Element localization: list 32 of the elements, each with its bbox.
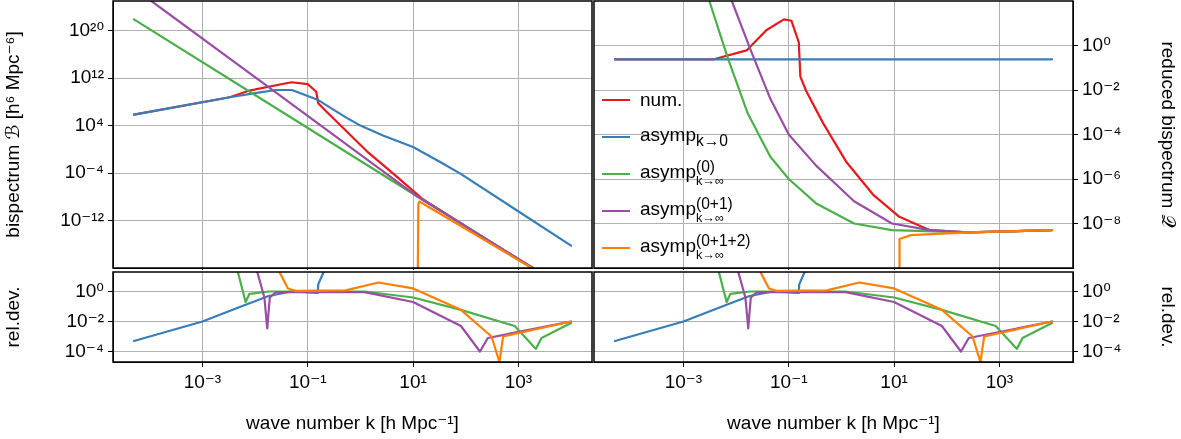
x-tick-label: 10³ <box>985 370 1014 392</box>
y-tick-label: 10⁻² <box>66 309 104 331</box>
legend-label: num. <box>640 88 683 111</box>
legend-label: asymp$_{k→0}$ <box>640 123 728 150</box>
y-axis-title: bispectrum ℬ [h⁶ Mpc⁻⁶] <box>1 31 23 238</box>
y-tick-label: 10⁰ <box>1082 33 1111 55</box>
y-axis-title: rel.dev. <box>1 286 23 348</box>
y-tick-label: 10⁻² <box>1082 309 1120 331</box>
x-tick-label: 10⁻³ <box>664 370 703 392</box>
y-tick-label: 10⁰ <box>75 279 104 301</box>
x-tick-label: 10⁻¹ <box>770 370 808 392</box>
y-tick-label: 10⁻⁴ <box>64 161 104 183</box>
y-tick-label: 10²⁰ <box>68 18 104 40</box>
y-tick-label: 10⁻¹² <box>60 208 104 230</box>
x-axis-title: wave number k [h Mpc⁻¹] <box>726 411 940 433</box>
x-tick-label: 10⁻³ <box>183 370 222 392</box>
x-tick-label: 10⁻¹ <box>289 370 327 392</box>
y-tick-label: 10⁻⁴ <box>1082 122 1122 144</box>
y-tick-label: 10⁴ <box>74 113 104 135</box>
x-tick-label: 10¹ <box>399 370 427 392</box>
y-tick-label: 10⁻⁸ <box>1082 211 1122 233</box>
y-tick-label: 10⁻⁴ <box>64 339 104 361</box>
x-tick-label: 10¹ <box>880 370 908 392</box>
y-tick-label: 10⁻² <box>1082 78 1120 100</box>
y-axis-title: rel.dev. <box>1158 286 1180 348</box>
y-tick-label: 10⁻⁴ <box>1082 339 1122 361</box>
x-axis-title: wave number k [h Mpc⁻¹] <box>245 411 459 433</box>
y-axis-title: reduced bispectrum 𝒬 <box>1158 41 1180 228</box>
y-tick-label: 10⁰ <box>1082 279 1111 301</box>
x-tick-label: 10³ <box>504 370 533 392</box>
y-tick-label: 10⁻⁶ <box>1082 167 1121 189</box>
y-tick-label: 10¹² <box>70 66 104 88</box>
